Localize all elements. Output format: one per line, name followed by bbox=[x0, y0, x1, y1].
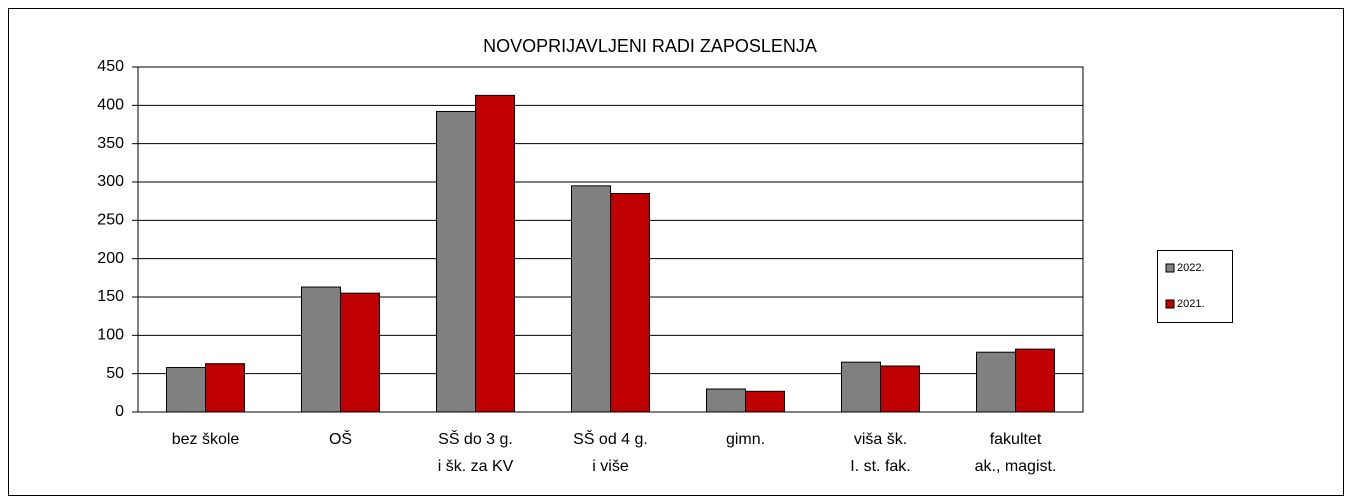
y-tick-label: 300 bbox=[97, 173, 124, 190]
bar bbox=[610, 193, 650, 413]
bar bbox=[880, 365, 920, 413]
x-tick-label: SŠ do 3 g. bbox=[438, 429, 513, 448]
legend-label: 2021. bbox=[1177, 298, 1205, 310]
y-tick-label: 200 bbox=[97, 250, 124, 267]
y-tick-label: 50 bbox=[106, 365, 124, 382]
bar bbox=[706, 388, 746, 413]
y-tick-label: 400 bbox=[97, 97, 124, 114]
bar bbox=[301, 286, 341, 413]
chart-title: NOVOPRIJAVLJENI RADI ZAPOSLENJA bbox=[483, 36, 817, 56]
x-tick-label: OŠ bbox=[329, 429, 352, 448]
y-tick-label: 0 bbox=[115, 403, 124, 420]
x-tick-label: i više bbox=[592, 458, 629, 475]
bar bbox=[841, 361, 881, 413]
y-tick-label: 100 bbox=[97, 327, 124, 344]
bar bbox=[436, 110, 476, 413]
y-tick-label: 450 bbox=[97, 58, 124, 75]
x-tick-label: ak., magist. bbox=[975, 458, 1057, 475]
y-tick-label: 350 bbox=[97, 135, 124, 152]
bar bbox=[976, 351, 1016, 413]
x-tick-label: fakultet bbox=[990, 431, 1042, 448]
bar bbox=[475, 94, 515, 413]
legend-box bbox=[1157, 250, 1233, 323]
bar bbox=[745, 390, 785, 413]
legend-swatch bbox=[1165, 299, 1175, 309]
bar bbox=[340, 292, 380, 413]
x-tick-label: bez škole bbox=[172, 431, 240, 448]
y-tick-label: 250 bbox=[97, 212, 124, 229]
bar bbox=[571, 185, 611, 413]
bar bbox=[166, 367, 206, 413]
legend-label: 2022. bbox=[1177, 262, 1205, 274]
x-tick-label: gimn. bbox=[726, 431, 765, 448]
x-tick-label: SŠ od 4 g. bbox=[573, 429, 648, 448]
legend-swatch bbox=[1165, 263, 1175, 273]
x-tick-label: I. st. fak. bbox=[850, 458, 910, 475]
bar bbox=[205, 363, 245, 413]
bar bbox=[1015, 348, 1055, 413]
y-tick-label: 150 bbox=[97, 288, 124, 305]
x-tick-label: viša šk. bbox=[854, 431, 907, 448]
x-tick-label: i šk. za KV bbox=[438, 458, 514, 475]
